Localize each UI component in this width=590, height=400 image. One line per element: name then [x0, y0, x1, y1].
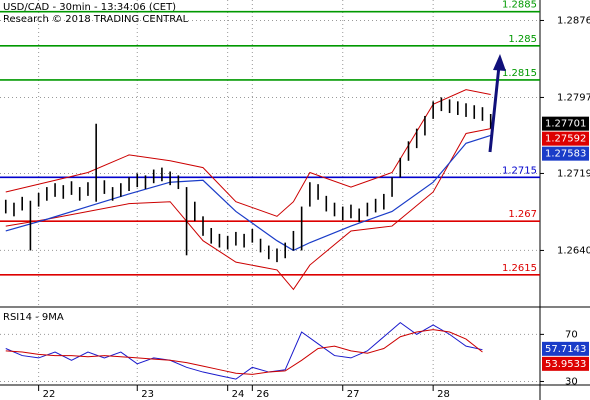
chart-title: USD/CAD - 30min - 13:34:06 (CET) [3, 2, 176, 13]
last-value-label: 57.7143 [545, 344, 586, 355]
y-tick-label: 70 [565, 329, 578, 340]
forecast-arrow [488, 54, 506, 153]
y-tick-label: 1.2876 [557, 15, 590, 26]
y-tick-label: 1.2640 [557, 245, 590, 256]
x-tick-label: 23 [141, 389, 154, 400]
last-price-box [542, 131, 589, 146]
last-price-label: 1.27592 [545, 134, 586, 145]
level-label: 1.285 [508, 34, 537, 45]
upper-band [5, 89, 491, 217]
level-label: 1.2715 [502, 165, 537, 176]
last-price-label: 1.27701 [545, 119, 586, 130]
y-tick-label: 30 [565, 376, 578, 387]
last-price-label: 1.27583 [545, 149, 586, 160]
x-tick-label: 24 [232, 389, 245, 400]
last-price-box [542, 146, 589, 161]
last-value-label: 53.9533 [545, 359, 586, 370]
rsi-line [5, 321, 483, 380]
rsi-title: RSI14 - 9MA [3, 312, 64, 323]
lower-band [5, 128, 491, 291]
x-tick-label: 28 [437, 389, 450, 400]
level-label: 1.2885 [502, 0, 537, 11]
chart-subtitle: Research © 2018 TRADING CENTRAL [3, 14, 189, 25]
x-tick-label: 26 [256, 389, 269, 400]
level-label: 1.267 [508, 209, 537, 220]
last-value-box [542, 341, 589, 356]
last-value-box [542, 356, 589, 371]
last-price-box [542, 116, 589, 131]
x-tick-label: 22 [43, 389, 56, 400]
moving-average [5, 134, 491, 252]
level-label: 1.2615 [502, 263, 537, 274]
rsi-line [5, 329, 483, 375]
y-tick-label: 1.2797 [557, 92, 590, 103]
x-tick-label: 27 [347, 389, 360, 400]
level-label: 1.2815 [502, 68, 537, 79]
y-tick-label: 1.2719 [557, 168, 590, 179]
